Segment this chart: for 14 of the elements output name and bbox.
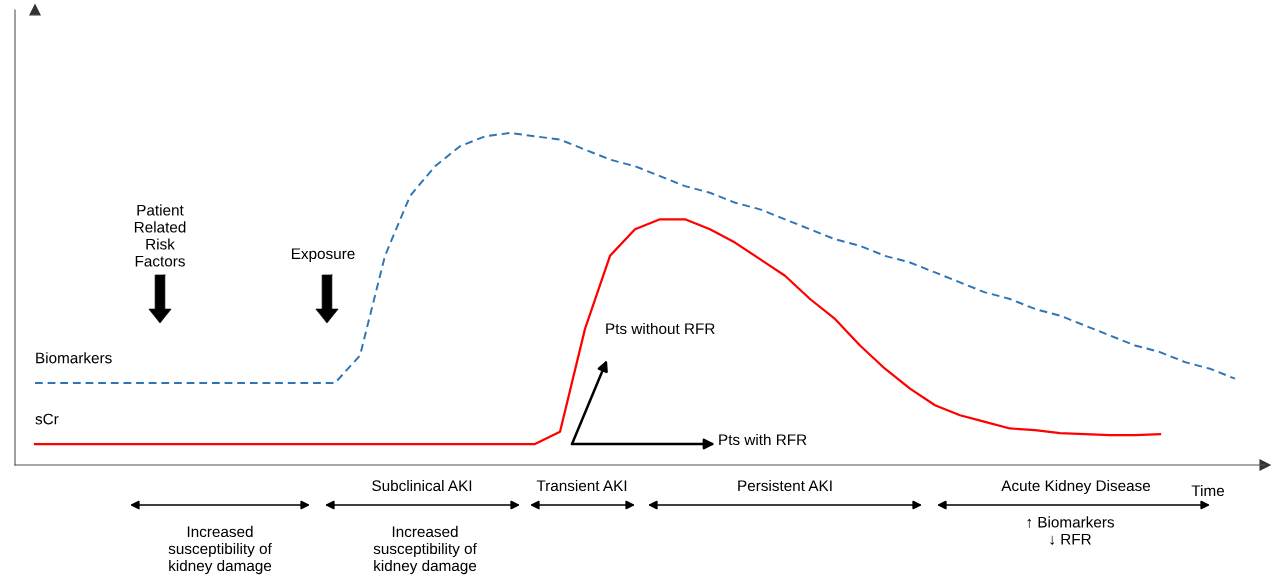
annotation: Pts without RFR — [606, 322, 715, 335]
text: Persistent AKI — [738, 479, 832, 492]
series-label: Biomarkers — [36, 352, 112, 364]
x-axis-title: Time — [1191, 484, 1225, 497]
text: Increased susceptibility of kidney damage — [168, 525, 272, 575]
text: ↑ Biomarkers ↓ RFR — [1027, 516, 1115, 545]
annotation: Exposure — [291, 248, 355, 263]
text: Increased susceptibility of kidney damage — [373, 525, 477, 575]
text: Transient AKI — [536, 479, 627, 492]
series-label: sCr — [35, 413, 59, 425]
annotation: Pts with RFR — [719, 433, 807, 446]
text: Subclinical AKI — [372, 479, 472, 492]
annotation: Patient Related Risk Factors — [134, 204, 186, 267]
text: Acute Kidney Disease — [1001, 479, 1151, 495]
